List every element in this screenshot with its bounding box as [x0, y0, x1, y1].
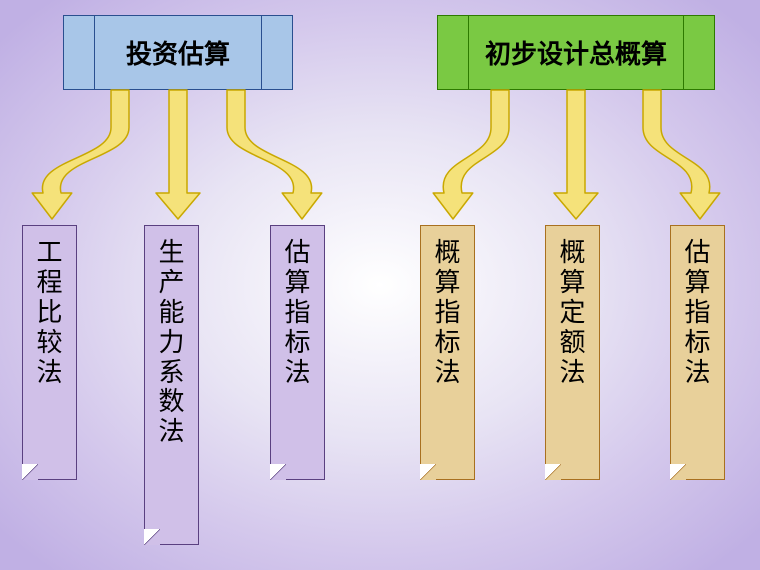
child-char: 指: [684, 298, 710, 328]
fold-corner: [420, 464, 436, 480]
child-char: 比: [36, 298, 62, 328]
child-char: 概: [434, 238, 460, 268]
fold-corner: [270, 464, 286, 480]
child-char: 法: [158, 417, 184, 447]
child-method-capacity: 生产能力系数法: [144, 225, 199, 545]
child-char: 法: [284, 358, 310, 388]
child-method-est-idx2: 估算指标法: [670, 225, 725, 480]
child-char: 估: [284, 238, 310, 268]
child-char: 数: [158, 387, 184, 417]
child-method-compare: 工程比较法: [22, 225, 77, 480]
arrow-0: [32, 90, 129, 219]
child-char: 标: [434, 328, 460, 358]
fold-corner: [670, 464, 686, 480]
child-char: 算: [559, 268, 585, 298]
child-char: 指: [284, 298, 310, 328]
child-char: 概: [559, 238, 585, 268]
child-char: 程: [36, 268, 62, 298]
arrow-5: [643, 90, 720, 219]
child-char: 法: [36, 358, 62, 388]
arrow-1: [156, 90, 200, 219]
arrow-2: [227, 90, 322, 219]
child-char: 法: [559, 358, 585, 388]
child-char: 标: [284, 328, 310, 358]
child-char: 标: [684, 328, 710, 358]
child-char: 力: [158, 328, 184, 358]
child-method-est-idx: 估算指标法: [270, 225, 325, 480]
child-char: 较: [36, 328, 62, 358]
child-char: 定: [559, 298, 585, 328]
fold-corner: [22, 464, 38, 480]
child-method-quota: 概算定额法: [545, 225, 600, 480]
child-char: 算: [284, 268, 310, 298]
arrow-4: [554, 90, 598, 219]
arrows-layer: [0, 0, 760, 570]
child-char: 生: [158, 238, 184, 268]
fold-corner: [144, 529, 160, 545]
child-char: 法: [684, 358, 710, 388]
child-char: 算: [684, 268, 710, 298]
child-char: 额: [559, 328, 585, 358]
child-char: 法: [434, 358, 460, 388]
child-method-bud-idx: 概算指标法: [420, 225, 475, 480]
child-char: 系: [158, 358, 184, 388]
child-char: 算: [434, 268, 460, 298]
arrow-3: [433, 90, 509, 219]
child-char: 能: [158, 298, 184, 328]
child-char: 工: [36, 238, 62, 268]
child-char: 估: [684, 238, 710, 268]
fold-corner: [545, 464, 561, 480]
child-char: 产: [158, 268, 184, 298]
child-char: 指: [434, 298, 460, 328]
